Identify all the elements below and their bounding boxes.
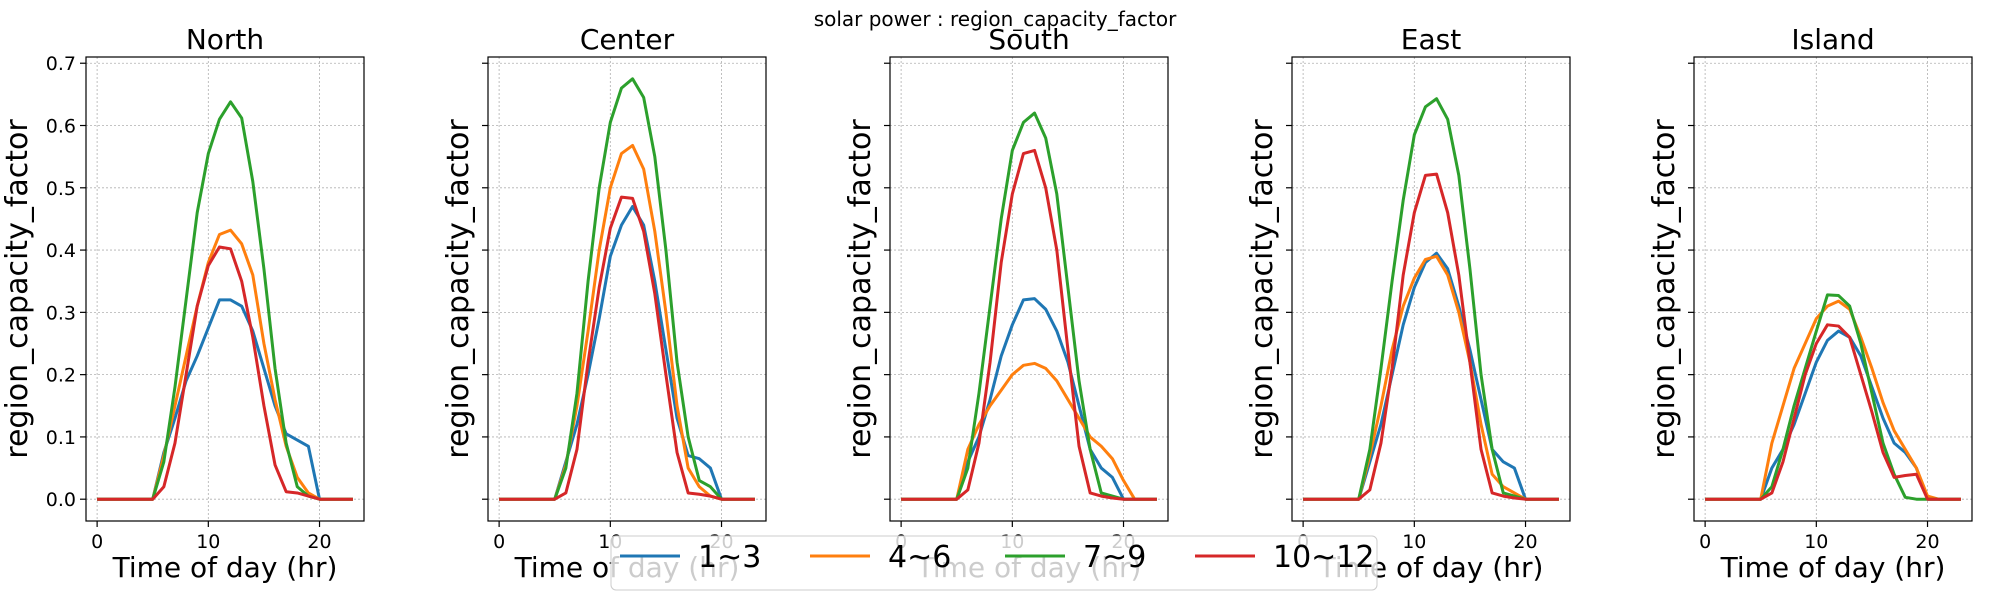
series-line-4~6 <box>901 361 1157 501</box>
panel-title: South <box>988 23 1069 56</box>
series-line-7~9 <box>499 77 755 501</box>
y-axis-label: region_capacity_factor <box>0 119 35 459</box>
legend-label: 7~9 <box>1083 540 1146 575</box>
x-tick-label: 0 <box>91 531 103 553</box>
panel-island: 0 10 20 Island Time of day (hr) region_capaci… <box>1647 23 1973 584</box>
y-tick-label: 0.0 <box>46 489 76 511</box>
x-tick-label: 10 <box>1402 531 1426 553</box>
axes-frame <box>1291 56 1571 522</box>
y-axis-label: region_capacity_factor <box>843 119 878 459</box>
y-tick-label: 0.1 <box>46 427 76 449</box>
axes-frame <box>85 56 365 522</box>
axes-frame <box>487 56 767 522</box>
panel-center: 01020CenterTime of day (hr)region_capaci… <box>441 23 767 584</box>
series-line-4~6 <box>97 228 353 501</box>
panel-title: Island <box>1791 23 1874 56</box>
y-axis-label: region_capacity_factor <box>1647 119 1682 459</box>
y-axis-label: region_capacity_factor <box>441 119 476 459</box>
x-tick-label: 10 <box>1804 531 1828 553</box>
series-line-7~9 <box>1303 97 1559 501</box>
y-tick-label: 0.7 <box>46 53 76 75</box>
x-tick-label: 0 <box>493 531 505 553</box>
panel-south: 01020SouthTime of day (hr)region_capacit… <box>843 23 1169 584</box>
y-axis-label: region_capacity_factor <box>1245 119 1280 459</box>
legend-label: 10~12 <box>1273 540 1374 575</box>
series-line-7~9 <box>901 111 1157 501</box>
legend-box <box>610 535 1378 591</box>
y-tick-label: 0.3 <box>46 302 76 324</box>
legend: 1~3 4~6 7~9 10~12 <box>610 535 1378 591</box>
x-tick-label: 20 <box>1915 531 1939 553</box>
y-tick-label: 0.4 <box>46 240 76 262</box>
y-tick-label: 0.6 <box>46 116 76 138</box>
legend-entry: 10~12 <box>1195 540 1374 575</box>
x-axis-label: Time of day (hr) <box>1720 551 1946 584</box>
series-line-10~12 <box>499 195 755 501</box>
x-tick-label: 0 <box>1699 531 1711 553</box>
series-line-10~12 <box>901 148 1157 501</box>
series-line-1~3 <box>97 298 353 501</box>
legend-label: 4~6 <box>888 540 951 575</box>
series-line-4~6 <box>1303 254 1559 501</box>
panel-north: 0.0 0.1 0.2 0.3 0.4 0.5 0.6 0.7 0 10 20 North Time o… <box>0 23 365 584</box>
panel-title: East <box>1401 23 1461 56</box>
x-tick-label: 20 <box>307 531 331 553</box>
legend-entry: 7~9 <box>1005 540 1146 575</box>
legend-entry: 4~6 <box>810 540 951 575</box>
y-tick-label: 0.5 <box>46 178 76 200</box>
figure-suptitle: solar power : region_capacity_factor <box>814 7 1177 31</box>
axes-frame <box>1693 56 1973 522</box>
series-line-1~3 <box>1303 251 1559 501</box>
x-axis-label: Time of day (hr) <box>112 551 338 584</box>
series-line-1~3 <box>1705 329 1961 501</box>
panels: 0.0 0.1 0.2 0.3 0.4 0.5 0.6 0.7 0 10 20 North Time o… <box>0 23 1973 584</box>
axes-frame <box>889 56 1169 522</box>
series-line-4~6 <box>1705 299 1961 501</box>
panel-title: Center <box>580 23 675 56</box>
series-line-10~12 <box>1705 323 1961 501</box>
legend-entry: 1~3 <box>620 540 761 575</box>
x-tick-label: 20 <box>1513 531 1537 553</box>
series-line-10~12 <box>97 245 353 501</box>
series-line-10~12 <box>1303 172 1559 501</box>
panel-title: North <box>186 23 264 56</box>
x-tick-label: 10 <box>196 531 220 553</box>
legend-label: 1~3 <box>698 540 761 575</box>
y-tick-label: 0.2 <box>46 365 76 387</box>
panel-east: 01020EastTime of day (hr)region_capacity… <box>1245 23 1571 584</box>
